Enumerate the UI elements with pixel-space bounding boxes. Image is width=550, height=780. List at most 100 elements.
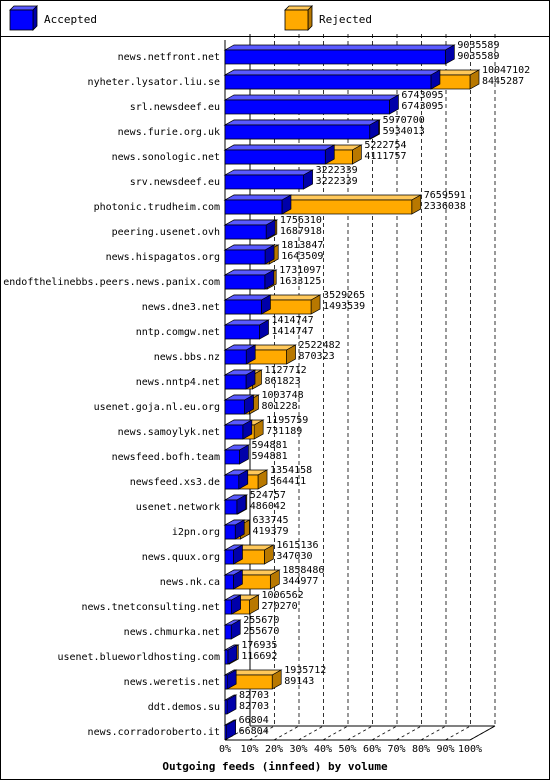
- bar-accepted: [223, 194, 293, 215]
- value-label-offered: 1615136: [276, 540, 318, 551]
- value-label-offered: 1756310: [280, 215, 322, 226]
- category-label: srv.newsdeef.eu: [130, 177, 220, 188]
- bar-accepted: [223, 394, 255, 415]
- value-label-accepted: 8445287: [482, 76, 524, 87]
- bar-accepted: [223, 319, 270, 340]
- bar-accepted: [223, 69, 442, 90]
- value-label-offered: 3222339: [316, 165, 358, 176]
- x-tick-label: 90%: [436, 744, 454, 755]
- floor-gridline: [249, 725, 275, 741]
- value-label-offered: 82703: [239, 690, 269, 701]
- bar-accepted: [223, 144, 336, 165]
- category-label: peering.usenet.ovh: [112, 227, 220, 238]
- value-label-offered: 1414747: [271, 315, 313, 326]
- value-label-accepted: 5934013: [383, 126, 425, 137]
- bar-accepted: [223, 719, 237, 740]
- legend-label-rejected: Rejected: [319, 13, 372, 26]
- value-label-offered: 66804: [239, 715, 269, 726]
- floor-right-edge: [469, 725, 496, 741]
- value-label-offered: 6743095: [401, 90, 443, 101]
- value-label-accepted: 1633125: [279, 276, 321, 287]
- value-label-accepted: 1643509: [281, 251, 323, 262]
- category-label: nntp.comgw.net: [136, 327, 220, 338]
- floor-gridline: [224, 725, 251, 741]
- category-label: news.weretis.net: [124, 677, 220, 688]
- category-label: news.corradoroberto.it: [88, 727, 220, 738]
- value-label-accepted: 255670: [243, 626, 279, 637]
- bar-accepted: [223, 669, 238, 690]
- value-label-accepted: 66804: [239, 726, 269, 737]
- value-label-accepted: 731189: [266, 426, 302, 437]
- value-label-offered: 1858486: [282, 565, 324, 576]
- category-label: usenet.network: [136, 502, 220, 513]
- value-label-offered: 1813847: [281, 240, 323, 251]
- value-label-accepted: 1414747: [271, 326, 313, 337]
- floor-gridline: [273, 725, 300, 741]
- value-label-accepted: 2336038: [424, 201, 466, 212]
- category-label: usenet.blueworldhosting.com: [57, 652, 220, 663]
- bar-accepted: [223, 344, 257, 365]
- x-tick-label: 40%: [314, 744, 332, 755]
- floor-gridline: [347, 725, 373, 741]
- value-label-accepted: 9035589: [457, 51, 499, 62]
- value-label-offered: 524757: [250, 490, 286, 501]
- bar-accepted: [223, 694, 238, 715]
- x-tick-label: 20%: [265, 744, 283, 755]
- value-label-accepted: 564411: [270, 476, 306, 487]
- value-label-accepted: 861823: [264, 376, 300, 387]
- value-label-accepted: 82703: [239, 701, 269, 712]
- value-label-offered: 3529265: [323, 290, 365, 301]
- value-label-accepted: 116692: [241, 651, 277, 662]
- bar-accepted: [223, 244, 276, 265]
- value-label-offered: 633745: [252, 515, 288, 526]
- value-label-accepted: 594881: [252, 451, 288, 462]
- x-tick-label: 10%: [240, 744, 258, 755]
- value-label-accepted: 3222339: [316, 176, 358, 187]
- bar-accepted: [223, 569, 244, 590]
- bar-accepted: [223, 294, 272, 315]
- category-label: news.sonologic.net: [112, 152, 220, 163]
- value-label-offered: 9035589: [457, 40, 499, 51]
- category-label: news.netfront.net: [118, 52, 220, 63]
- bar-accepted: [223, 219, 277, 240]
- legend-swatch-accepted: [9, 5, 38, 31]
- x-tick-label: 60%: [363, 744, 381, 755]
- x-tick-label: 80%: [412, 744, 430, 755]
- value-label-offered: 5970700: [383, 115, 425, 126]
- value-label-accepted: 486042: [250, 501, 286, 512]
- category-label: nyheter.lysator.liu.se: [88, 77, 220, 88]
- category-labels: news.netfront.net nyheter.lysator.liu.se s…: [3, 52, 220, 738]
- value-label-offered: 594881: [252, 440, 288, 451]
- value-label-accepted: 344977: [282, 576, 318, 587]
- bar-accepted: [223, 594, 242, 615]
- category-label: news.furie.org.uk: [118, 127, 220, 138]
- x-tick-labels: 0% 10% 20% 30% 40% 50% 60% 70% 80% 90% 100%: [219, 744, 482, 755]
- category-label: srl.newsdeef.eu: [130, 102, 220, 113]
- value-label-offered: 255670: [243, 615, 279, 626]
- value-label-offered: 1195759: [266, 415, 308, 426]
- value-label-offered: 1935712: [284, 665, 326, 676]
- x-tick-label: 70%: [387, 744, 405, 755]
- legend-label-accepted: Accepted: [44, 13, 97, 26]
- bar-accepted: [223, 119, 381, 140]
- bar-accepted: [223, 469, 250, 490]
- value-label-accepted: 1493539: [323, 301, 365, 312]
- bar-accepted: [223, 169, 314, 190]
- category-label: news.tnetconsulting.net: [82, 602, 220, 613]
- bar-accepted: [223, 519, 246, 540]
- x-tick-label: 50%: [338, 744, 356, 755]
- value-label-accepted: 870323: [299, 351, 335, 362]
- floor-gridline: [371, 725, 398, 741]
- x-tick-label: 100%: [458, 744, 482, 755]
- value-label-offered: 1127712: [264, 365, 306, 376]
- bar-accepted: [223, 44, 456, 65]
- value-label-offered: 2522482: [299, 340, 341, 351]
- category-label: news.quux.org: [142, 552, 220, 563]
- category-label: news.chmurka.net: [124, 627, 220, 638]
- bar-accepted: [223, 444, 250, 465]
- value-label-accepted: 1687918: [280, 226, 322, 237]
- value-label-accepted: 347030: [276, 551, 312, 562]
- category-label: news.samoylyk.net: [118, 427, 220, 438]
